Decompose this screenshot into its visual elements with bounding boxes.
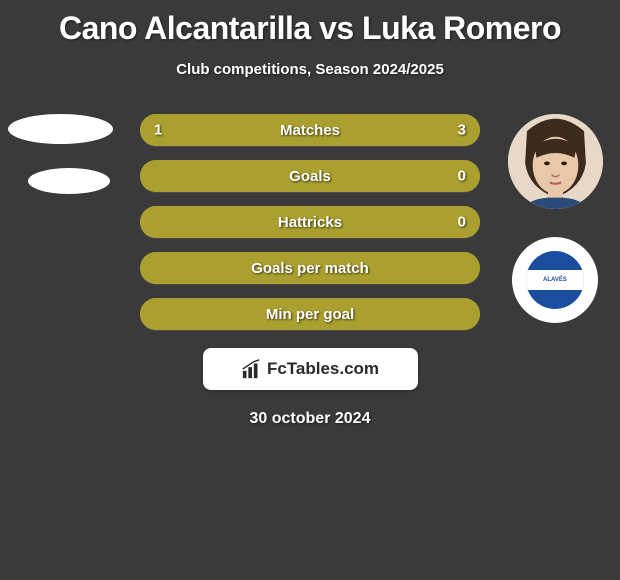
season-subtitle: Club competitions, Season 2024/2025	[0, 61, 620, 78]
bar-label: Matches	[280, 122, 340, 139]
club-crest-label: ALAVÉS	[543, 277, 567, 283]
bar-value-left: 1	[154, 122, 162, 139]
stat-bar-row: Goals per match	[140, 252, 480, 284]
bar-chart-icon	[241, 358, 263, 380]
bar-label: Min per goal	[266, 306, 354, 323]
bar-label: Goals per match	[251, 260, 369, 277]
bar-fill-left	[140, 114, 225, 146]
watermark-text: FcTables.com	[267, 359, 379, 379]
player-face-icon	[508, 114, 603, 209]
stat-bar-row: Min per goal	[140, 298, 480, 330]
right-player-column: ALAVÉS	[500, 114, 610, 323]
bar-value-right: 3	[458, 122, 466, 139]
player2-club-badge: ALAVÉS	[512, 237, 598, 323]
player1-avatar	[8, 114, 113, 144]
stat-bar-row: 1 3 Matches	[140, 114, 480, 146]
bar-label: Hattricks	[278, 214, 342, 231]
player2-avatar	[508, 114, 603, 209]
fctables-watermark: FcTables.com	[203, 348, 418, 390]
bar-label: Goals	[289, 168, 331, 185]
snapshot-date: 30 october 2024	[0, 410, 620, 428]
bar-value-right: 0	[458, 168, 466, 185]
comparison-title: Cano Alcantarilla vs Luka Romero	[0, 0, 620, 47]
bar-fill-right	[225, 114, 480, 146]
bar-value-right: 0	[458, 214, 466, 231]
alaves-crest-icon: ALAVÉS	[526, 251, 584, 309]
stat-bar-row: 0 Hattricks	[140, 206, 480, 238]
comparison-chart: ALAVÉS 1 3 Matches 0 Goals 0 Hattricks Goals pe…	[0, 114, 620, 330]
stat-bars: 1 3 Matches 0 Goals 0 Hattricks Goals per match…	[140, 114, 480, 330]
stat-bar-row: 0 Goals	[140, 160, 480, 192]
player1-club-badge	[28, 168, 110, 194]
left-player-column	[0, 114, 120, 194]
